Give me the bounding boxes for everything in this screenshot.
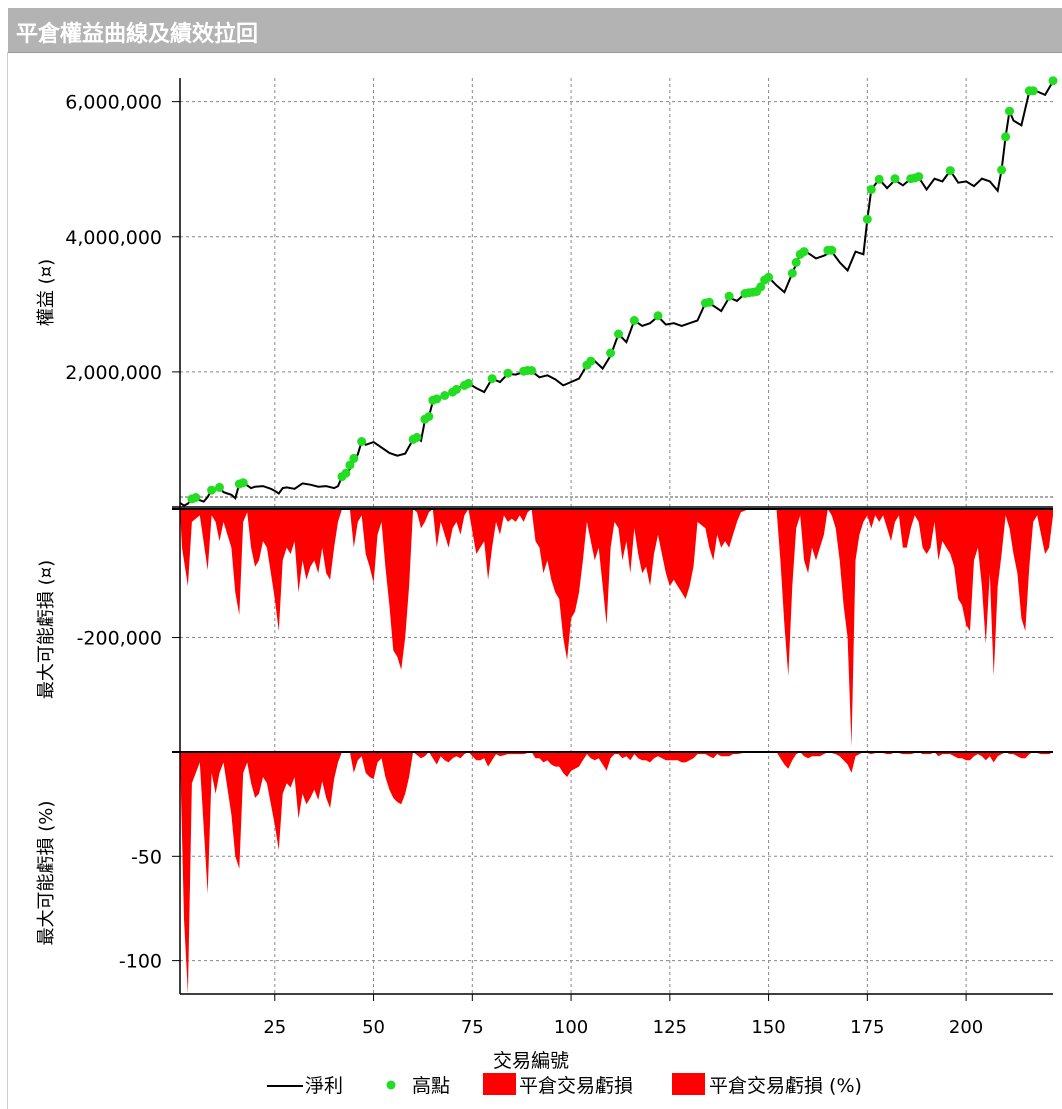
high-point: [764, 272, 774, 282]
high-point: [1028, 86, 1038, 96]
high-point: [756, 282, 766, 292]
high-point: [827, 245, 837, 255]
high-point: [1001, 132, 1011, 142]
x-tick-label: 125: [653, 1017, 687, 1038]
y-tick-label: -100: [119, 951, 162, 973]
legend-label: 平倉交易虧損 (%): [709, 1075, 862, 1097]
high-point: [874, 174, 884, 184]
high-point: [207, 485, 217, 495]
legend-label: 高點: [412, 1075, 450, 1097]
high-point: [606, 348, 616, 358]
y-axis-title: 最大可能虧損 (¤): [36, 560, 57, 699]
high-point: [503, 368, 513, 378]
high-point: [463, 378, 473, 388]
y-tick-label: 4,000,000: [65, 227, 162, 249]
high-point: [997, 165, 1007, 175]
legend-swatch-box: [483, 1073, 516, 1095]
x-tick-label: 100: [554, 1017, 588, 1038]
high-point: [791, 257, 801, 267]
high-point: [586, 356, 596, 366]
x-tick-label: 25: [263, 1017, 286, 1038]
frame-border: [7, 52, 8, 1109]
high-point: [345, 460, 355, 470]
high-point: [349, 453, 359, 463]
window-title: 平倉權益曲線及績效拉回: [16, 22, 259, 47]
y-axis-title: 權益 (¤): [36, 259, 57, 326]
title-bar: 平倉權益曲線及績效拉回: [8, 8, 1062, 53]
highs-points: [187, 76, 1058, 504]
axis-labels: 25 50 75 100 125 150 175 200 2,000,000 4,000,000 6…: [36, 92, 983, 1072]
high-point: [724, 291, 734, 301]
legend-label: 淨利: [305, 1075, 343, 1097]
equity-line-layer: [179, 80, 1054, 507]
drawdown-areas: [180, 509, 1053, 994]
legend-label: 平倉交易虧損: [519, 1075, 633, 1097]
high-point: [629, 316, 639, 325]
x-axis-title: 交易編號: [493, 1050, 569, 1072]
equity-line: [179, 80, 1054, 507]
y-tick-label: -50: [131, 846, 162, 868]
y-tick-label: 2,000,000: [65, 362, 162, 384]
high-point: [704, 297, 714, 307]
high-point: [357, 437, 367, 446]
high-point: [341, 468, 351, 478]
high-point: [191, 493, 201, 502]
drawdown-area: [180, 509, 1053, 747]
high-point: [866, 185, 876, 194]
high-point: [527, 366, 537, 375]
y-tick-label: 6,000,000: [65, 92, 162, 114]
y-axis-title: 最大可能虧損 (%): [36, 801, 57, 946]
high-point: [945, 166, 955, 176]
legend-swatch-dot: [386, 1080, 396, 1090]
high-point: [440, 391, 450, 400]
high-point: [1048, 76, 1058, 86]
x-tick-label: 200: [949, 1017, 983, 1038]
axes: [172, 78, 1053, 1001]
y-tick-label: -200,000: [77, 628, 162, 650]
legend-swatch-box: [672, 1073, 705, 1095]
high-point: [653, 311, 663, 321]
high-point: [215, 482, 224, 492]
high-point: [238, 478, 248, 488]
high-point: [614, 329, 623, 339]
high-point: [799, 247, 809, 257]
legend: 淨利 高點 平倉交易虧損 平倉交易虧損 (%): [267, 1073, 862, 1097]
high-point: [890, 174, 900, 184]
drawdown-pct-area: [180, 752, 1053, 994]
high-point: [412, 432, 422, 442]
x-tick-label: 50: [362, 1017, 385, 1038]
high-point: [1005, 106, 1014, 116]
high-point: [452, 384, 461, 394]
x-tick-label: 175: [850, 1017, 884, 1038]
x-tick-label: 150: [751, 1017, 785, 1038]
high-point: [787, 268, 797, 278]
x-tick-label: 75: [461, 1017, 484, 1038]
high-point: [424, 412, 434, 421]
high-point: [914, 172, 924, 182]
high-point: [862, 214, 872, 224]
high-point: [487, 374, 497, 384]
high-point: [432, 394, 442, 404]
